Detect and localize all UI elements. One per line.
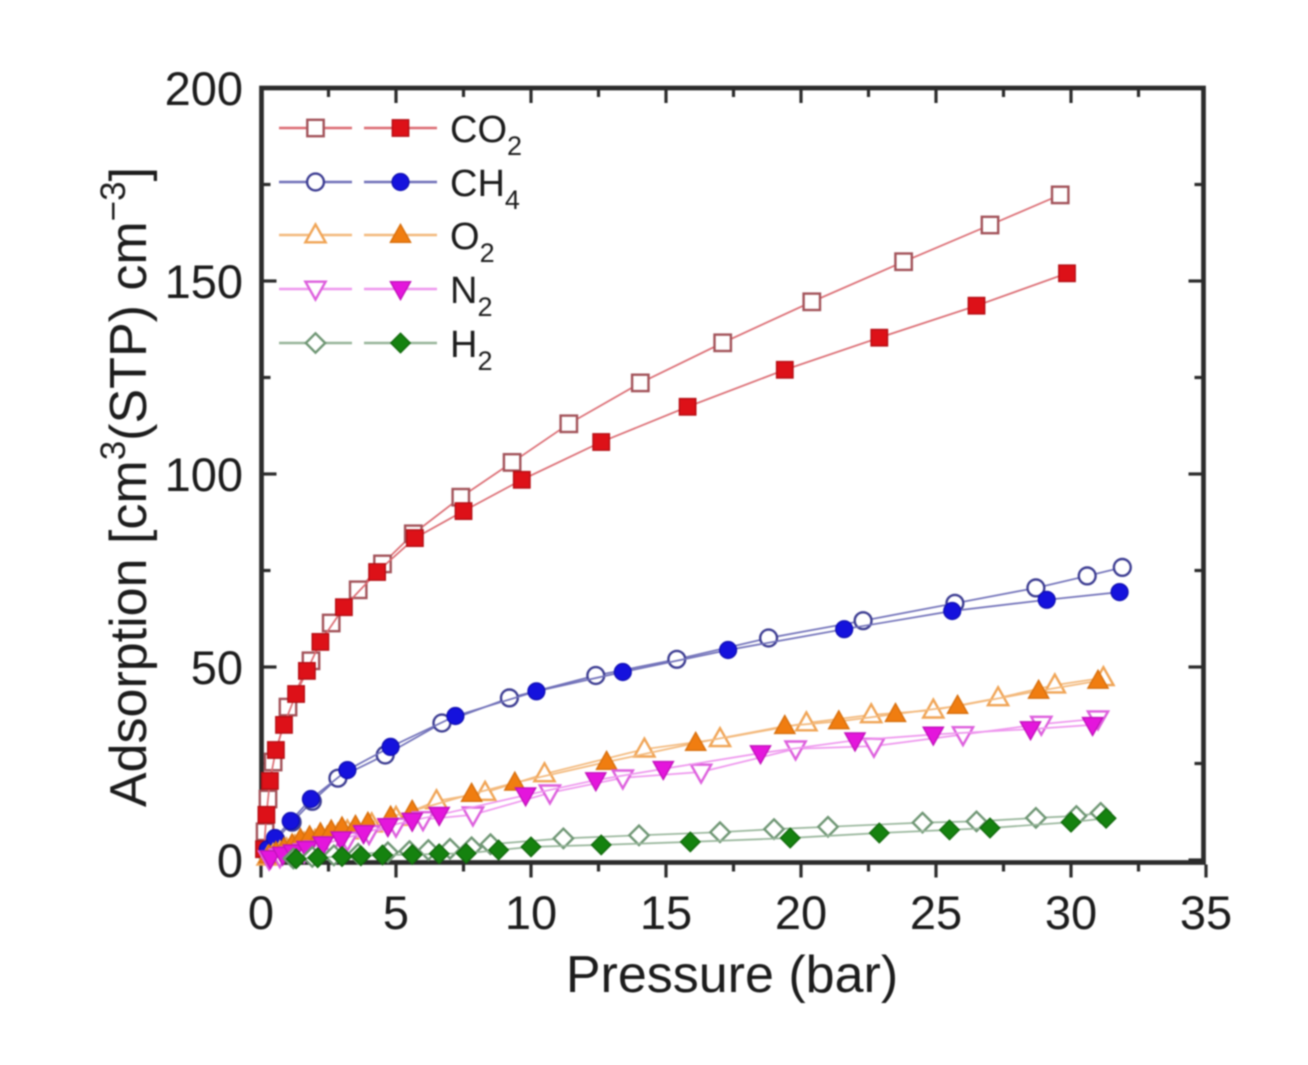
- svg-text:0: 0: [248, 886, 274, 939]
- svg-text:150: 150: [165, 255, 243, 308]
- svg-text:25: 25: [910, 886, 962, 939]
- svg-text:20: 20: [775, 886, 827, 939]
- svg-text:200: 200: [165, 62, 243, 115]
- svg-text:5: 5: [383, 886, 409, 939]
- svg-text:35: 35: [1180, 886, 1232, 939]
- svg-text:Pressure (bar): Pressure (bar): [566, 946, 898, 1004]
- svg-text:0: 0: [217, 834, 243, 887]
- svg-text:Adsorption [cm3(STP) cm−3]: Adsorption [cm3(STP) cm−3]: [94, 167, 158, 807]
- svg-text:50: 50: [191, 641, 243, 694]
- svg-text:10: 10: [505, 886, 557, 939]
- svg-text:100: 100: [165, 448, 243, 501]
- svg-text:30: 30: [1045, 886, 1097, 939]
- svg-text:15: 15: [640, 886, 692, 939]
